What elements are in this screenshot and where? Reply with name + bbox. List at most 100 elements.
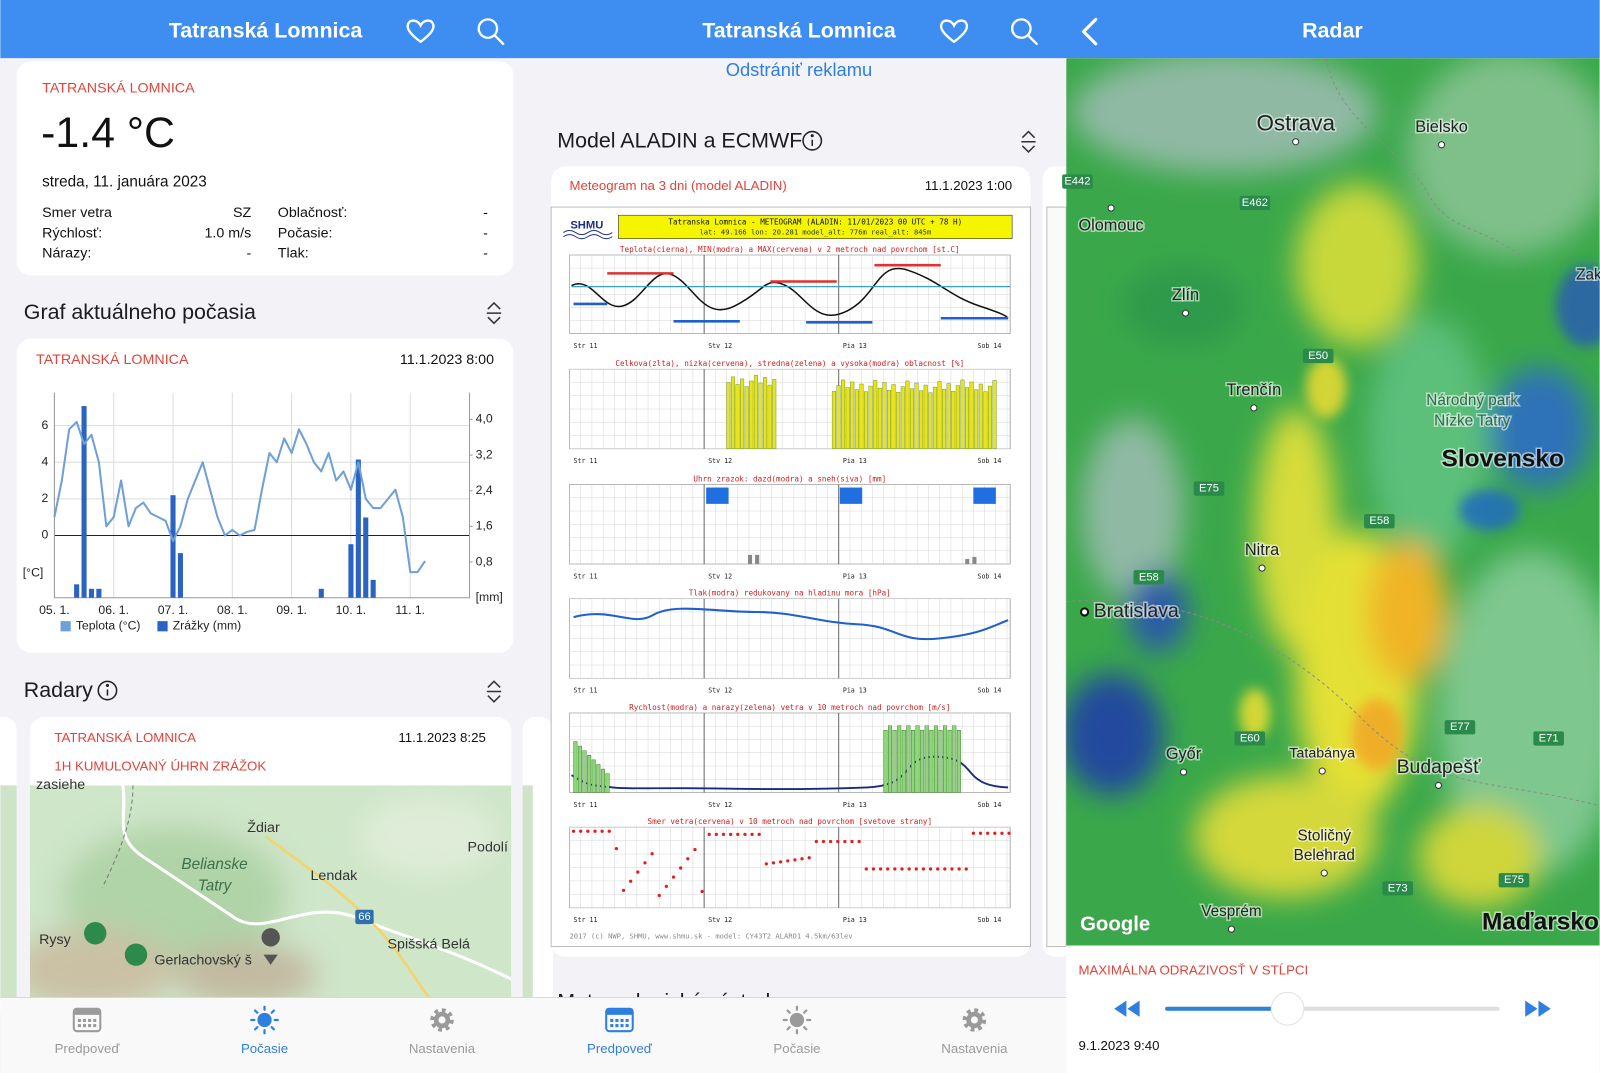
decoration bbox=[1122, 265, 1245, 347]
city-marker bbox=[1320, 850, 1328, 858]
meteogram-header-text: Tatranska Lomnica - METEOGRAM (ALADIN: 1… bbox=[668, 217, 962, 226]
decoration bbox=[105, 683, 110, 687]
meteogram-dir-dot bbox=[878, 867, 883, 871]
axis-frame bbox=[53, 392, 471, 599]
meteogram-dir-dot bbox=[807, 856, 811, 860]
map-label: E77 bbox=[1450, 721, 1470, 733]
tab[interactable] bbox=[782, 1005, 812, 1035]
meteogram-cloud-bar bbox=[937, 381, 942, 449]
tab[interactable] bbox=[430, 1008, 454, 1032]
tab-label[interactable]: Nastavenia bbox=[409, 1041, 476, 1056]
tab-label[interactable]: Počasie bbox=[773, 1041, 820, 1056]
city-marker bbox=[1227, 925, 1236, 933]
group: Teplota(cierna), MIN(modra) a MAX(cerven… bbox=[569, 245, 1011, 924]
meteogram-cloud-bar bbox=[831, 390, 836, 449]
meteogram-wind-bar bbox=[924, 725, 929, 793]
favorite-button[interactable] bbox=[406, 19, 435, 44]
tab-icon bbox=[254, 1026, 259, 1031]
meteogram-curve bbox=[573, 302, 1009, 324]
y2-tick-label: 1,6 bbox=[476, 519, 493, 533]
map-label: Nitra bbox=[1245, 541, 1280, 559]
slider-knob[interactable] bbox=[1270, 991, 1305, 1026]
reorder-button[interactable] bbox=[486, 680, 502, 703]
meteogram-wind-bar bbox=[952, 725, 957, 793]
meteogram-dir-dot bbox=[743, 832, 747, 836]
decoration bbox=[1295, 183, 1419, 347]
decoration bbox=[1027, 34, 1038, 46]
decoration bbox=[101, 785, 134, 888]
meteogram-wind-bar bbox=[605, 773, 610, 793]
map-label: Lendak bbox=[310, 868, 358, 884]
road-badge bbox=[1193, 481, 1225, 496]
precip-bar bbox=[88, 588, 95, 598]
y-tick-label: 4 bbox=[41, 454, 48, 468]
remove-ads-link[interactable]: Odstrániť reklamu bbox=[726, 59, 873, 80]
meteogram-wind-bar bbox=[943, 725, 948, 793]
x-tick-label: 07. 1. bbox=[158, 603, 189, 617]
tab-icon bbox=[620, 1018, 624, 1023]
meteogram-dir-dot bbox=[964, 867, 968, 871]
tab-label[interactable]: Nastavenia bbox=[941, 1041, 1008, 1056]
x-tick-label: 09. 1. bbox=[276, 603, 307, 617]
meteogram-dir-dot bbox=[586, 829, 590, 833]
x-tick-label: 05. 1. bbox=[39, 603, 70, 617]
road-badge bbox=[1234, 731, 1266, 746]
decoration bbox=[1418, 805, 1541, 908]
meteogram-curve bbox=[607, 263, 941, 283]
city-marker bbox=[1434, 781, 1443, 789]
y-tick-label: 0 bbox=[41, 528, 48, 542]
info-button[interactable] bbox=[97, 680, 118, 701]
map-label: Olomouc bbox=[1078, 217, 1143, 235]
meteogram-dir-dot bbox=[821, 839, 826, 844]
meteogram-cloud-bar bbox=[887, 389, 891, 449]
meteogram-dir-dot bbox=[993, 831, 997, 835]
meteogram-day: Sob 14 bbox=[977, 572, 1001, 580]
tab-label[interactable]: Počasie bbox=[241, 1041, 288, 1056]
y-axis-label: [°C] bbox=[23, 565, 44, 579]
tab-icon bbox=[625, 1018, 629, 1023]
precip-bar bbox=[177, 553, 183, 598]
meteogram-wind-bar bbox=[591, 759, 596, 793]
tab[interactable] bbox=[962, 1008, 987, 1032]
meteogram-day: Sob 14 bbox=[977, 457, 1001, 465]
y2-axis-label: [mm] bbox=[476, 590, 503, 604]
meteogram-panel-title: Celkova(zlta), nizka(cervena), stredna(z… bbox=[615, 359, 964, 368]
tab-label[interactable]: Predpoveď bbox=[55, 1041, 121, 1056]
tab[interactable] bbox=[605, 1007, 634, 1033]
tab-icon bbox=[786, 1009, 791, 1014]
radar-map bbox=[1066, 58, 1600, 946]
legend-label: Zrážky (mm) bbox=[173, 618, 242, 632]
meteogram-dir-dot bbox=[857, 839, 861, 844]
tab-icon bbox=[93, 1018, 97, 1023]
decoration bbox=[1066, 58, 1600, 807]
reorder-button[interactable] bbox=[486, 301, 502, 325]
meteogram-dir-dot bbox=[636, 870, 640, 874]
tab-label[interactable]: Predpoveď bbox=[587, 1041, 653, 1056]
meteogram-wind-bar bbox=[573, 741, 578, 793]
rewind-button[interactable] bbox=[1114, 1000, 1140, 1017]
search-button[interactable] bbox=[477, 18, 505, 46]
header-bar bbox=[0, 0, 1600, 59]
info-button[interactable] bbox=[802, 130, 823, 151]
search-button[interactable] bbox=[1010, 18, 1038, 46]
x-tick-label: 08. 1. bbox=[217, 603, 248, 617]
meteogram-day: Sob 14 bbox=[977, 801, 1001, 809]
meteogram-dir-dot bbox=[657, 893, 661, 898]
tab[interactable] bbox=[72, 1007, 102, 1033]
tab[interactable] bbox=[250, 1005, 279, 1035]
forward-button[interactable] bbox=[1525, 1000, 1551, 1017]
favorite-button[interactable] bbox=[939, 19, 969, 44]
reorder-button[interactable] bbox=[1021, 130, 1036, 154]
meteogram-dir-dot bbox=[836, 839, 840, 844]
back-button[interactable] bbox=[1081, 17, 1098, 46]
map-label: Rysy bbox=[39, 932, 72, 948]
meteogram-day: Pia 13 bbox=[843, 572, 867, 580]
meteogram-dir-dot bbox=[778, 860, 783, 864]
meteogram-cloud-bar bbox=[726, 382, 731, 449]
x-tick-label: 11. 1. bbox=[395, 603, 425, 617]
meteogram-cloud-bar bbox=[850, 381, 855, 449]
meteogram-precip-bar bbox=[965, 558, 970, 565]
meteogram-cloud-bar bbox=[955, 385, 960, 449]
meteogram-wind-bar bbox=[600, 768, 605, 793]
meteogram-day: Stv 12 bbox=[708, 687, 732, 695]
